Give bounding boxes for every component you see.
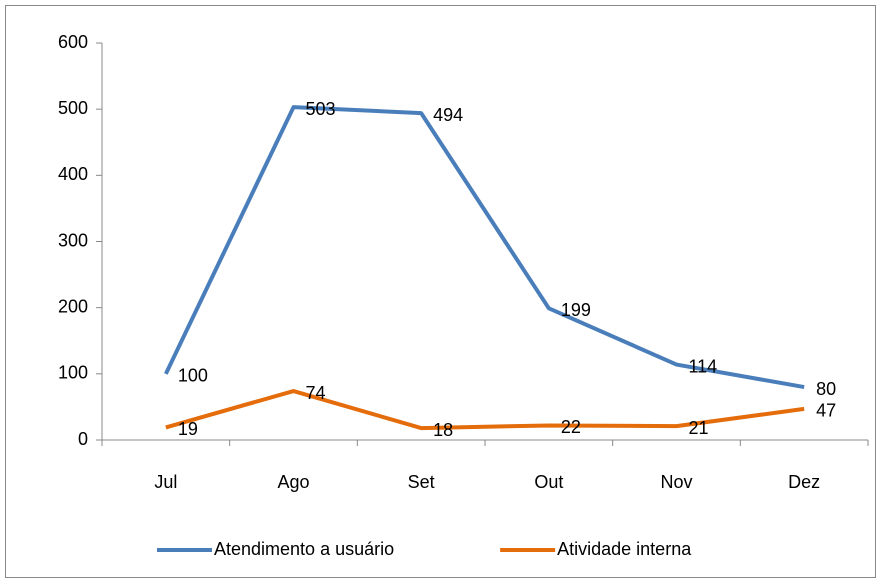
data-label: 503 xyxy=(306,99,336,119)
x-tick-label: Out xyxy=(534,472,563,492)
y-tick-label: 600 xyxy=(58,32,88,52)
data-label: 494 xyxy=(433,105,463,125)
y-tick-label: 0 xyxy=(78,429,88,449)
data-label: 19 xyxy=(178,419,198,439)
x-tick-label: Ago xyxy=(277,472,309,492)
legend-label: Atendimento a usuário xyxy=(214,539,394,559)
chart-border xyxy=(5,5,876,578)
y-tick-label: 500 xyxy=(58,98,88,118)
data-label: 100 xyxy=(178,366,208,386)
data-label: 74 xyxy=(306,383,326,403)
y-tick-label: 200 xyxy=(58,296,88,316)
data-label: 199 xyxy=(561,300,591,320)
x-tick-label: Set xyxy=(408,472,435,492)
y-tick-label: 300 xyxy=(58,230,88,250)
data-label: 80 xyxy=(816,379,836,399)
y-tick-label: 400 xyxy=(58,164,88,184)
x-tick-label: Dez xyxy=(788,472,820,492)
data-label: 18 xyxy=(433,420,453,440)
x-tick-label: Jul xyxy=(154,472,177,492)
data-label: 21 xyxy=(689,418,709,438)
legend-label: Atividade interna xyxy=(557,539,692,559)
x-tick-label: Nov xyxy=(660,472,692,492)
series-line xyxy=(165,389,805,431)
y-tick-label: 100 xyxy=(58,363,88,383)
series-line xyxy=(164,105,805,390)
data-label: 22 xyxy=(561,417,581,437)
data-label: 47 xyxy=(816,401,836,421)
data-label: 114 xyxy=(689,356,718,376)
